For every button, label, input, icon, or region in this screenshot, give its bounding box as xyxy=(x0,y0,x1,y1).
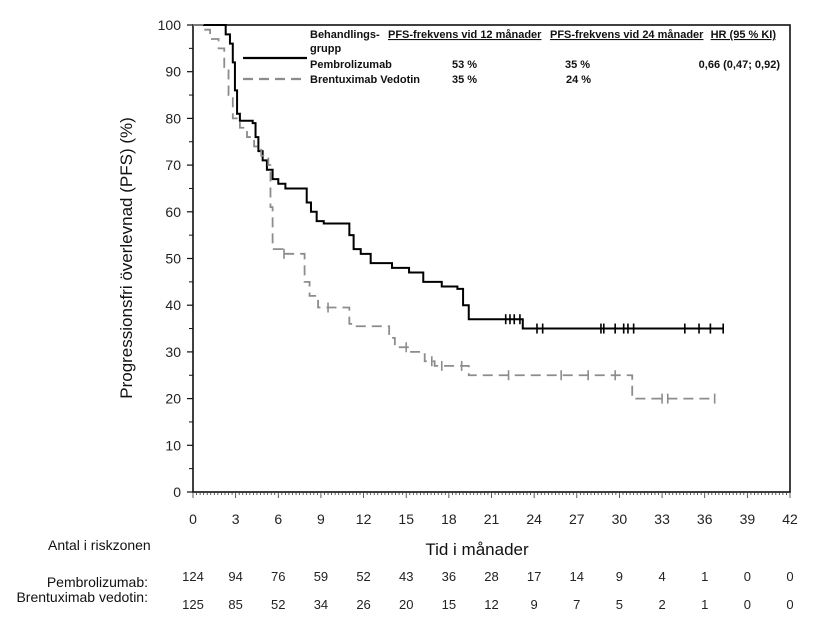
x-tick-label: 12 xyxy=(356,511,372,527)
risk-value: 7 xyxy=(573,597,580,612)
legend-row-pfs12: 53 % xyxy=(452,59,477,71)
x-tick-label: 39 xyxy=(740,511,756,527)
x-tick-label: 21 xyxy=(484,511,500,527)
risk-value: 4 xyxy=(658,569,665,584)
risk-value: 124 xyxy=(182,569,204,584)
legend-row-name: Pembrolizumab xyxy=(310,59,392,71)
risk-value: 12 xyxy=(484,597,498,612)
risk-value: 43 xyxy=(399,569,413,584)
y-tick-label: 0 xyxy=(173,484,181,500)
x-axis: 0 3 6 9 12 15 18 21 24 27 30 33 36 39 42 xyxy=(189,492,798,527)
risk-value: 0 xyxy=(744,569,751,584)
curve-pembrolizumab xyxy=(193,24,724,330)
legend-header-pfs24: PFS-frekvens vid 24 månader xyxy=(550,29,704,41)
y-tick-label: 80 xyxy=(165,110,181,126)
y-tick-label: 100 xyxy=(158,17,182,33)
legend-header-hr: HR (95 % KI) xyxy=(711,29,777,41)
x-tick-label: 42 xyxy=(782,511,798,527)
x-tick-label: 30 xyxy=(612,511,628,527)
legend-row-hr: 0,66 (0,47; 0,92) xyxy=(699,59,781,71)
y-tick-label: 20 xyxy=(165,391,181,407)
x-tick-label: 33 xyxy=(654,511,670,527)
risk-value: 5 xyxy=(616,597,623,612)
risk-value: 1 xyxy=(701,597,708,612)
y-axis: 0 10 20 30 40 50 60 70 80 90 100 xyxy=(158,17,193,500)
x-tick-label: 3 xyxy=(232,511,240,527)
risk-value: 2 xyxy=(658,597,665,612)
risk-value: 59 xyxy=(314,569,328,584)
x-tick-label: 9 xyxy=(317,511,325,527)
x-tick-label: 18 xyxy=(441,511,457,527)
y-tick-label: 40 xyxy=(165,297,181,313)
y-tick-label: 10 xyxy=(165,437,181,453)
x-axis-title: Tid i månader xyxy=(425,540,529,559)
risk-table-title: Antal i riskzonen xyxy=(48,537,151,553)
legend-header-group-2: grupp xyxy=(310,43,341,55)
risk-value: 52 xyxy=(271,597,285,612)
risk-value: 20 xyxy=(399,597,413,612)
risk-value: 0 xyxy=(744,597,751,612)
x-tick-label: 15 xyxy=(398,511,414,527)
legend-header-pfs12: PFS-frekvens vid 12 månader xyxy=(388,29,542,41)
risk-table: Antal i riskzonen Pembrolizumab: Brentux… xyxy=(16,537,793,612)
plot-frame xyxy=(192,24,791,493)
x-tick-label: 6 xyxy=(274,511,282,527)
legend: Behandlings- grupp PFS-frekvens vid 12 m… xyxy=(243,29,780,86)
curve-brentuximab xyxy=(193,24,715,400)
risk-value: 9 xyxy=(531,597,538,612)
x-tick-label: 0 xyxy=(189,511,197,527)
x-tick-label: 24 xyxy=(526,511,542,527)
risk-value: 1 xyxy=(701,569,708,584)
y-axis-title: Progressionsfri överlevnad (PFS) (%) xyxy=(117,117,136,399)
risk-value: 28 xyxy=(484,569,498,584)
risk-value: 94 xyxy=(228,569,242,584)
x-tick-label: 36 xyxy=(697,511,713,527)
x-tick-label: 27 xyxy=(569,511,585,527)
risk-value: 34 xyxy=(314,597,328,612)
y-tick-label: 30 xyxy=(165,344,181,360)
legend-row-pfs12: 35 % xyxy=(452,74,477,86)
risk-value: 36 xyxy=(442,569,456,584)
risk-value: 52 xyxy=(356,569,370,584)
risk-value: 9 xyxy=(616,569,623,584)
risk-value: 85 xyxy=(228,597,242,612)
legend-header-group: Behandlings- xyxy=(310,29,380,41)
risk-value: 0 xyxy=(786,597,793,612)
legend-row-pfs24: 35 % xyxy=(565,59,590,71)
curves xyxy=(193,24,724,404)
y-tick-label: 70 xyxy=(165,157,181,173)
risk-value: 26 xyxy=(356,597,370,612)
risk-value: 76 xyxy=(271,569,285,584)
legend-row-name: Brentuximab Vedotin xyxy=(310,74,420,86)
risk-value: 125 xyxy=(182,597,204,612)
risk-value: 14 xyxy=(570,569,584,584)
y-tick-label: 50 xyxy=(165,251,181,267)
y-tick-label: 60 xyxy=(165,204,181,220)
risk-value: 17 xyxy=(527,569,541,584)
legend-row-pfs24: 24 % xyxy=(566,74,591,86)
risk-row-label: Brentuximab vedotin: xyxy=(16,589,148,605)
y-tick-label: 90 xyxy=(165,64,181,80)
risk-row-label: Pembrolizumab: xyxy=(47,574,148,590)
risk-value: 15 xyxy=(442,597,456,612)
risk-value: 0 xyxy=(786,569,793,584)
